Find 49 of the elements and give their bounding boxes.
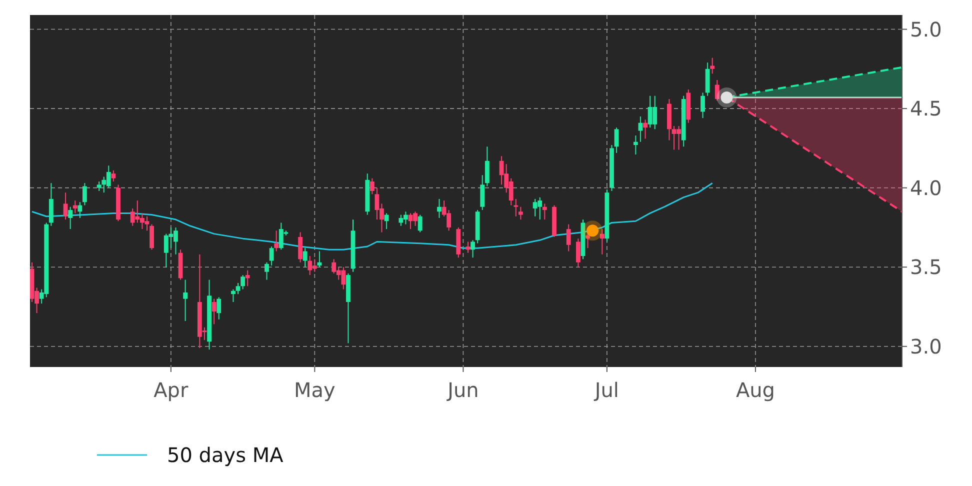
y-tick-label: 3.5 — [910, 255, 942, 280]
candlestick — [542, 203, 547, 220]
y-tick-label: 4.5 — [910, 96, 942, 121]
candlestick — [240, 274, 246, 290]
candlestick — [63, 192, 68, 220]
candlestick — [710, 57, 715, 74]
candlestick — [216, 296, 222, 320]
candlestick — [68, 206, 73, 230]
candlestick — [633, 135, 638, 156]
x-tick-label: Jun — [446, 378, 479, 402]
candlestick — [480, 174, 485, 211]
candlestick — [231, 288, 236, 302]
candlestick — [418, 214, 422, 233]
x-tick-label: May — [294, 378, 336, 402]
y-tick-label: 4.0 — [910, 176, 942, 200]
candlestick — [269, 246, 274, 266]
candlestick — [514, 198, 518, 217]
candlestick — [298, 232, 303, 263]
candlestick — [236, 282, 240, 295]
candlestick — [82, 182, 87, 206]
candlestick — [643, 119, 648, 140]
candlestick — [484, 146, 490, 187]
legend-label: 50 days MA — [167, 443, 284, 467]
x-tick-label: Apr — [154, 378, 190, 402]
x-tick-label: Aug — [736, 378, 775, 402]
candlestick — [700, 92, 705, 119]
candlestick — [518, 206, 523, 220]
x-tick-label: Jul — [592, 378, 620, 402]
candlestick — [370, 178, 374, 195]
candlestick — [150, 224, 154, 250]
candlestick — [96, 180, 102, 192]
y-tick-label: 5.0 — [910, 17, 942, 42]
candlestick — [72, 200, 78, 214]
candlestick — [212, 298, 216, 325]
y-tick-label: 3.0 — [910, 334, 942, 358]
candlestick — [566, 224, 571, 252]
candlestick — [302, 248, 308, 268]
candlestick — [470, 240, 475, 258]
candlestick — [705, 62, 710, 96]
candlestick — [48, 182, 54, 226]
candlestick — [437, 198, 442, 218]
candlestick — [78, 202, 82, 218]
candlestick — [111, 170, 116, 182]
candlestick — [183, 279, 188, 322]
candlestick — [614, 127, 619, 154]
candlestick — [245, 270, 250, 287]
candlestick — [264, 262, 269, 280]
candlestick — [576, 238, 580, 268]
candlestick — [274, 230, 279, 252]
